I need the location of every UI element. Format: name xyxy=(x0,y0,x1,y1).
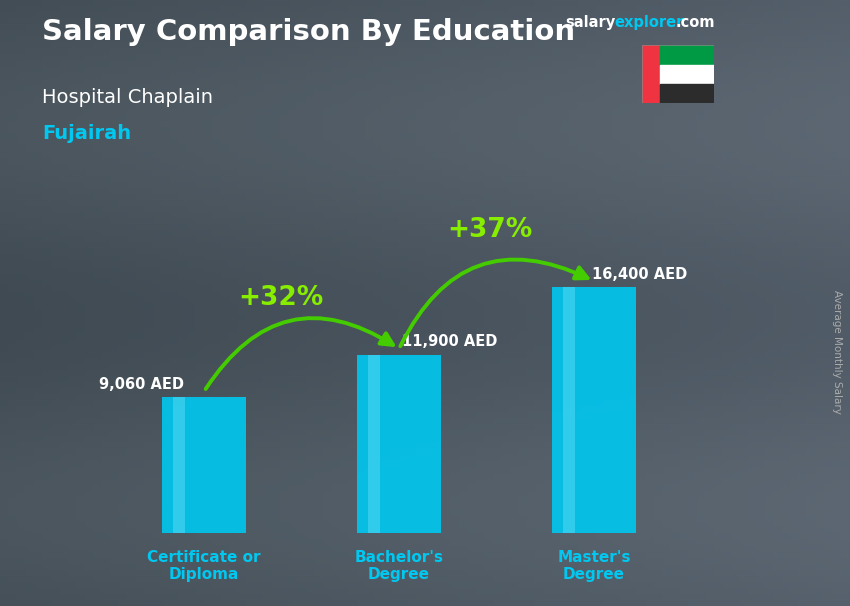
Bar xyxy=(660,84,714,103)
Text: Fujairah: Fujairah xyxy=(42,124,132,143)
Text: explorer: explorer xyxy=(615,15,684,30)
Bar xyxy=(660,65,714,84)
Text: salary: salary xyxy=(565,15,615,30)
Bar xyxy=(357,355,441,533)
Text: +37%: +37% xyxy=(447,217,532,243)
Bar xyxy=(660,45,714,65)
Text: 9,060 AED: 9,060 AED xyxy=(99,377,184,392)
Text: +32%: +32% xyxy=(238,285,323,311)
Text: 16,400 AED: 16,400 AED xyxy=(592,267,688,282)
Bar xyxy=(642,45,660,103)
Bar xyxy=(368,355,380,533)
Text: Salary Comparison By Education: Salary Comparison By Education xyxy=(42,18,575,46)
Text: .com: .com xyxy=(676,15,715,30)
Text: Hospital Chaplain: Hospital Chaplain xyxy=(42,88,213,107)
Bar xyxy=(173,398,185,533)
Bar xyxy=(552,287,636,533)
Bar xyxy=(162,398,246,533)
Text: Average Monthly Salary: Average Monthly Salary xyxy=(832,290,842,413)
Text: 11,900 AED: 11,900 AED xyxy=(401,335,497,350)
Bar xyxy=(563,287,575,533)
